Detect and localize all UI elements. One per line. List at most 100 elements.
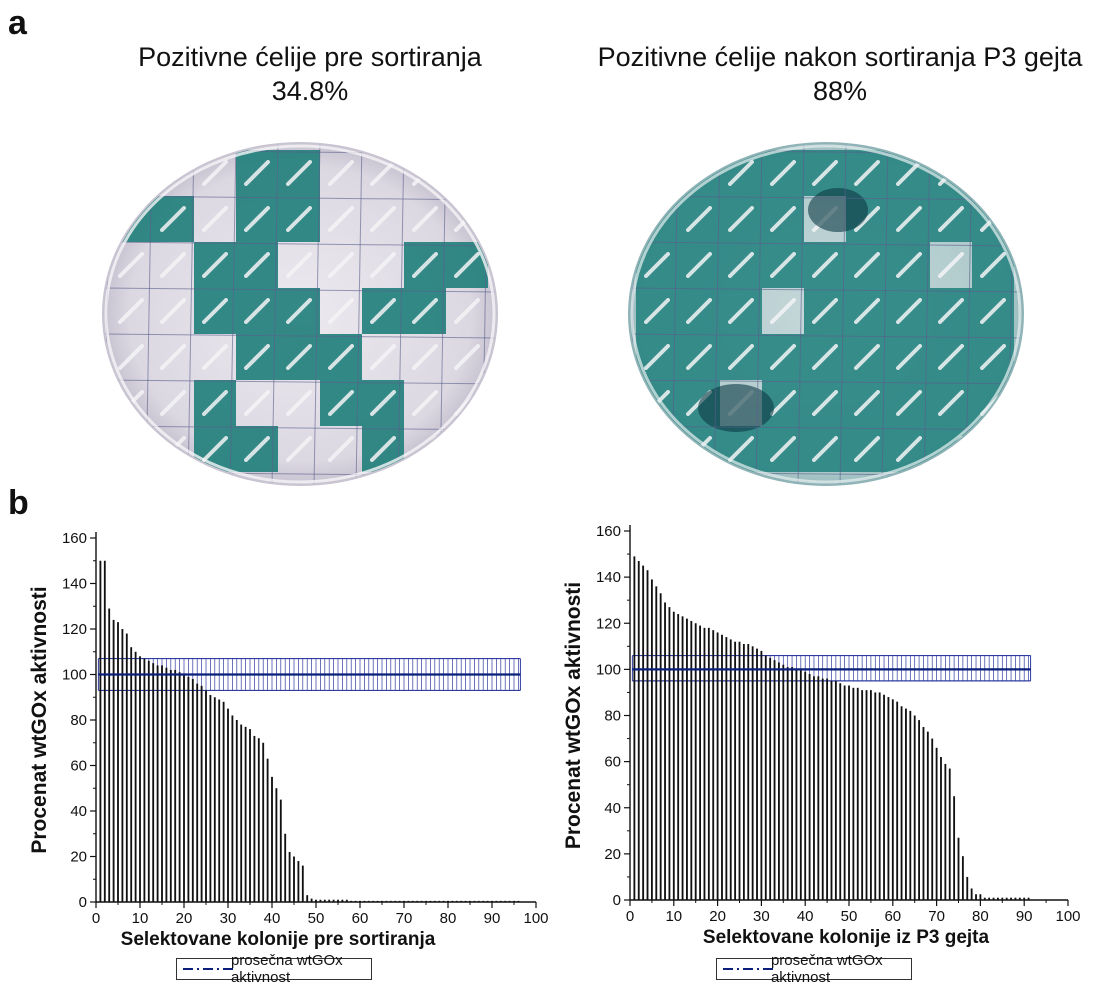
- bar: [1014, 897, 1017, 900]
- bar: [874, 692, 877, 900]
- bar: [301, 865, 304, 902]
- y-axis-label: Procenat wtGOx aktivnosti: [562, 582, 585, 849]
- x-tick-label: 20: [176, 910, 193, 927]
- x-tick-label: 70: [396, 910, 413, 927]
- bar: [323, 899, 326, 902]
- bar: [817, 676, 820, 900]
- bar: [935, 747, 938, 900]
- bar: [922, 727, 925, 900]
- bar: [830, 680, 833, 900]
- bar: [813, 676, 815, 900]
- colony-streak: [370, 436, 396, 462]
- colony-streak: [770, 206, 796, 232]
- plate-1-title-text: Pozitivne ćelije pre sortiranja: [138, 42, 482, 72]
- bar: [760, 650, 763, 900]
- colony-streak: [812, 252, 838, 278]
- y-tick-label: 20: [604, 846, 621, 863]
- colony-streak: [770, 298, 796, 324]
- grid-line: [104, 379, 496, 385]
- bar: [953, 796, 956, 900]
- colony-streak: [412, 252, 438, 278]
- grid-line: [630, 241, 1022, 247]
- bar: [957, 837, 960, 900]
- bar: [769, 657, 772, 900]
- x-tick-label: 100: [523, 910, 548, 927]
- bar: [694, 623, 697, 900]
- x-tick-label: 0: [92, 910, 100, 927]
- colony-streak: [412, 344, 438, 370]
- colony-streak: [770, 344, 796, 370]
- colony-streak: [644, 252, 670, 278]
- colony-streak: [728, 206, 754, 232]
- y-tick-label: 0: [79, 894, 87, 911]
- x-tick-label: 60: [884, 908, 901, 925]
- colony-streak: [644, 344, 670, 370]
- x-tick-label: 80: [972, 908, 989, 925]
- colony-streak: [370, 344, 396, 370]
- legend-label: prosečna wtGOx aktivnost: [770, 952, 883, 986]
- colony-streak: [980, 298, 1006, 324]
- colony-streak: [938, 344, 964, 370]
- x-axis-label: Selektovane kolonije pre sortiranja: [121, 929, 436, 950]
- bar: [293, 856, 295, 902]
- colony-streak: [812, 436, 838, 462]
- bar: [918, 720, 920, 900]
- colony-streak: [454, 298, 480, 324]
- bar: [655, 586, 658, 900]
- colony-streak: [370, 206, 396, 232]
- bar: [1023, 897, 1026, 900]
- x-tick-label: 30: [753, 908, 770, 925]
- colony-streak: [328, 344, 354, 370]
- bar: [961, 856, 964, 900]
- plate-1-colonies: [104, 144, 496, 484]
- y-tick-label: 20: [70, 849, 87, 866]
- x-tick-label: 20: [709, 908, 726, 925]
- grid-line: [397, 144, 405, 484]
- x-axis-label: Selektovane kolonije iz P3 gejta: [703, 927, 990, 948]
- bar: [174, 669, 177, 902]
- bar: [328, 899, 331, 902]
- colony-streak: [160, 252, 186, 278]
- bar: [804, 671, 807, 900]
- legend-chart-1: prosečna wtGOx aktivnost: [176, 952, 372, 986]
- bar: [966, 876, 969, 900]
- x-tick-label: 40: [264, 910, 281, 927]
- y-tick-label: 60: [70, 758, 87, 775]
- bar: [668, 607, 671, 900]
- legend-line-icon: [183, 968, 237, 970]
- colony-streak: [854, 344, 880, 370]
- bar: [913, 715, 916, 900]
- y-tick-label: 100: [596, 661, 621, 678]
- colony-streak: [770, 160, 796, 186]
- bar: [1010, 897, 1012, 900]
- bar: [130, 647, 133, 902]
- bar: [240, 724, 243, 902]
- bar: [213, 697, 216, 902]
- plate-1-title: Pozitivne ćelije pre sortiranja 34.8%: [70, 40, 550, 108]
- bar: [970, 888, 973, 900]
- colony-streak: [244, 160, 270, 186]
- colony-streak: [854, 436, 880, 462]
- colony-streak: [202, 206, 228, 232]
- grid-line: [104, 241, 496, 247]
- colony-streak: [980, 252, 1006, 278]
- y-tick-label: 120: [596, 615, 621, 632]
- bar: [200, 685, 203, 902]
- bar: [222, 701, 225, 902]
- x-tick-label: 70: [928, 908, 945, 925]
- plate-1-percentage: 34.8%: [271, 76, 349, 106]
- bar: [681, 616, 684, 900]
- bar: [791, 667, 793, 900]
- bar: [646, 570, 649, 900]
- bar: [244, 726, 247, 902]
- bar: [834, 680, 837, 900]
- bars: [633, 556, 1030, 900]
- colony-streak: [896, 252, 922, 278]
- bar: [988, 897, 991, 900]
- bar: [983, 897, 986, 900]
- bar: [99, 560, 102, 902]
- bar: [944, 763, 947, 900]
- legend-chart-2: prosečna wtGOx aktivnost: [716, 952, 912, 986]
- bar: [782, 664, 785, 900]
- bar: [905, 708, 907, 900]
